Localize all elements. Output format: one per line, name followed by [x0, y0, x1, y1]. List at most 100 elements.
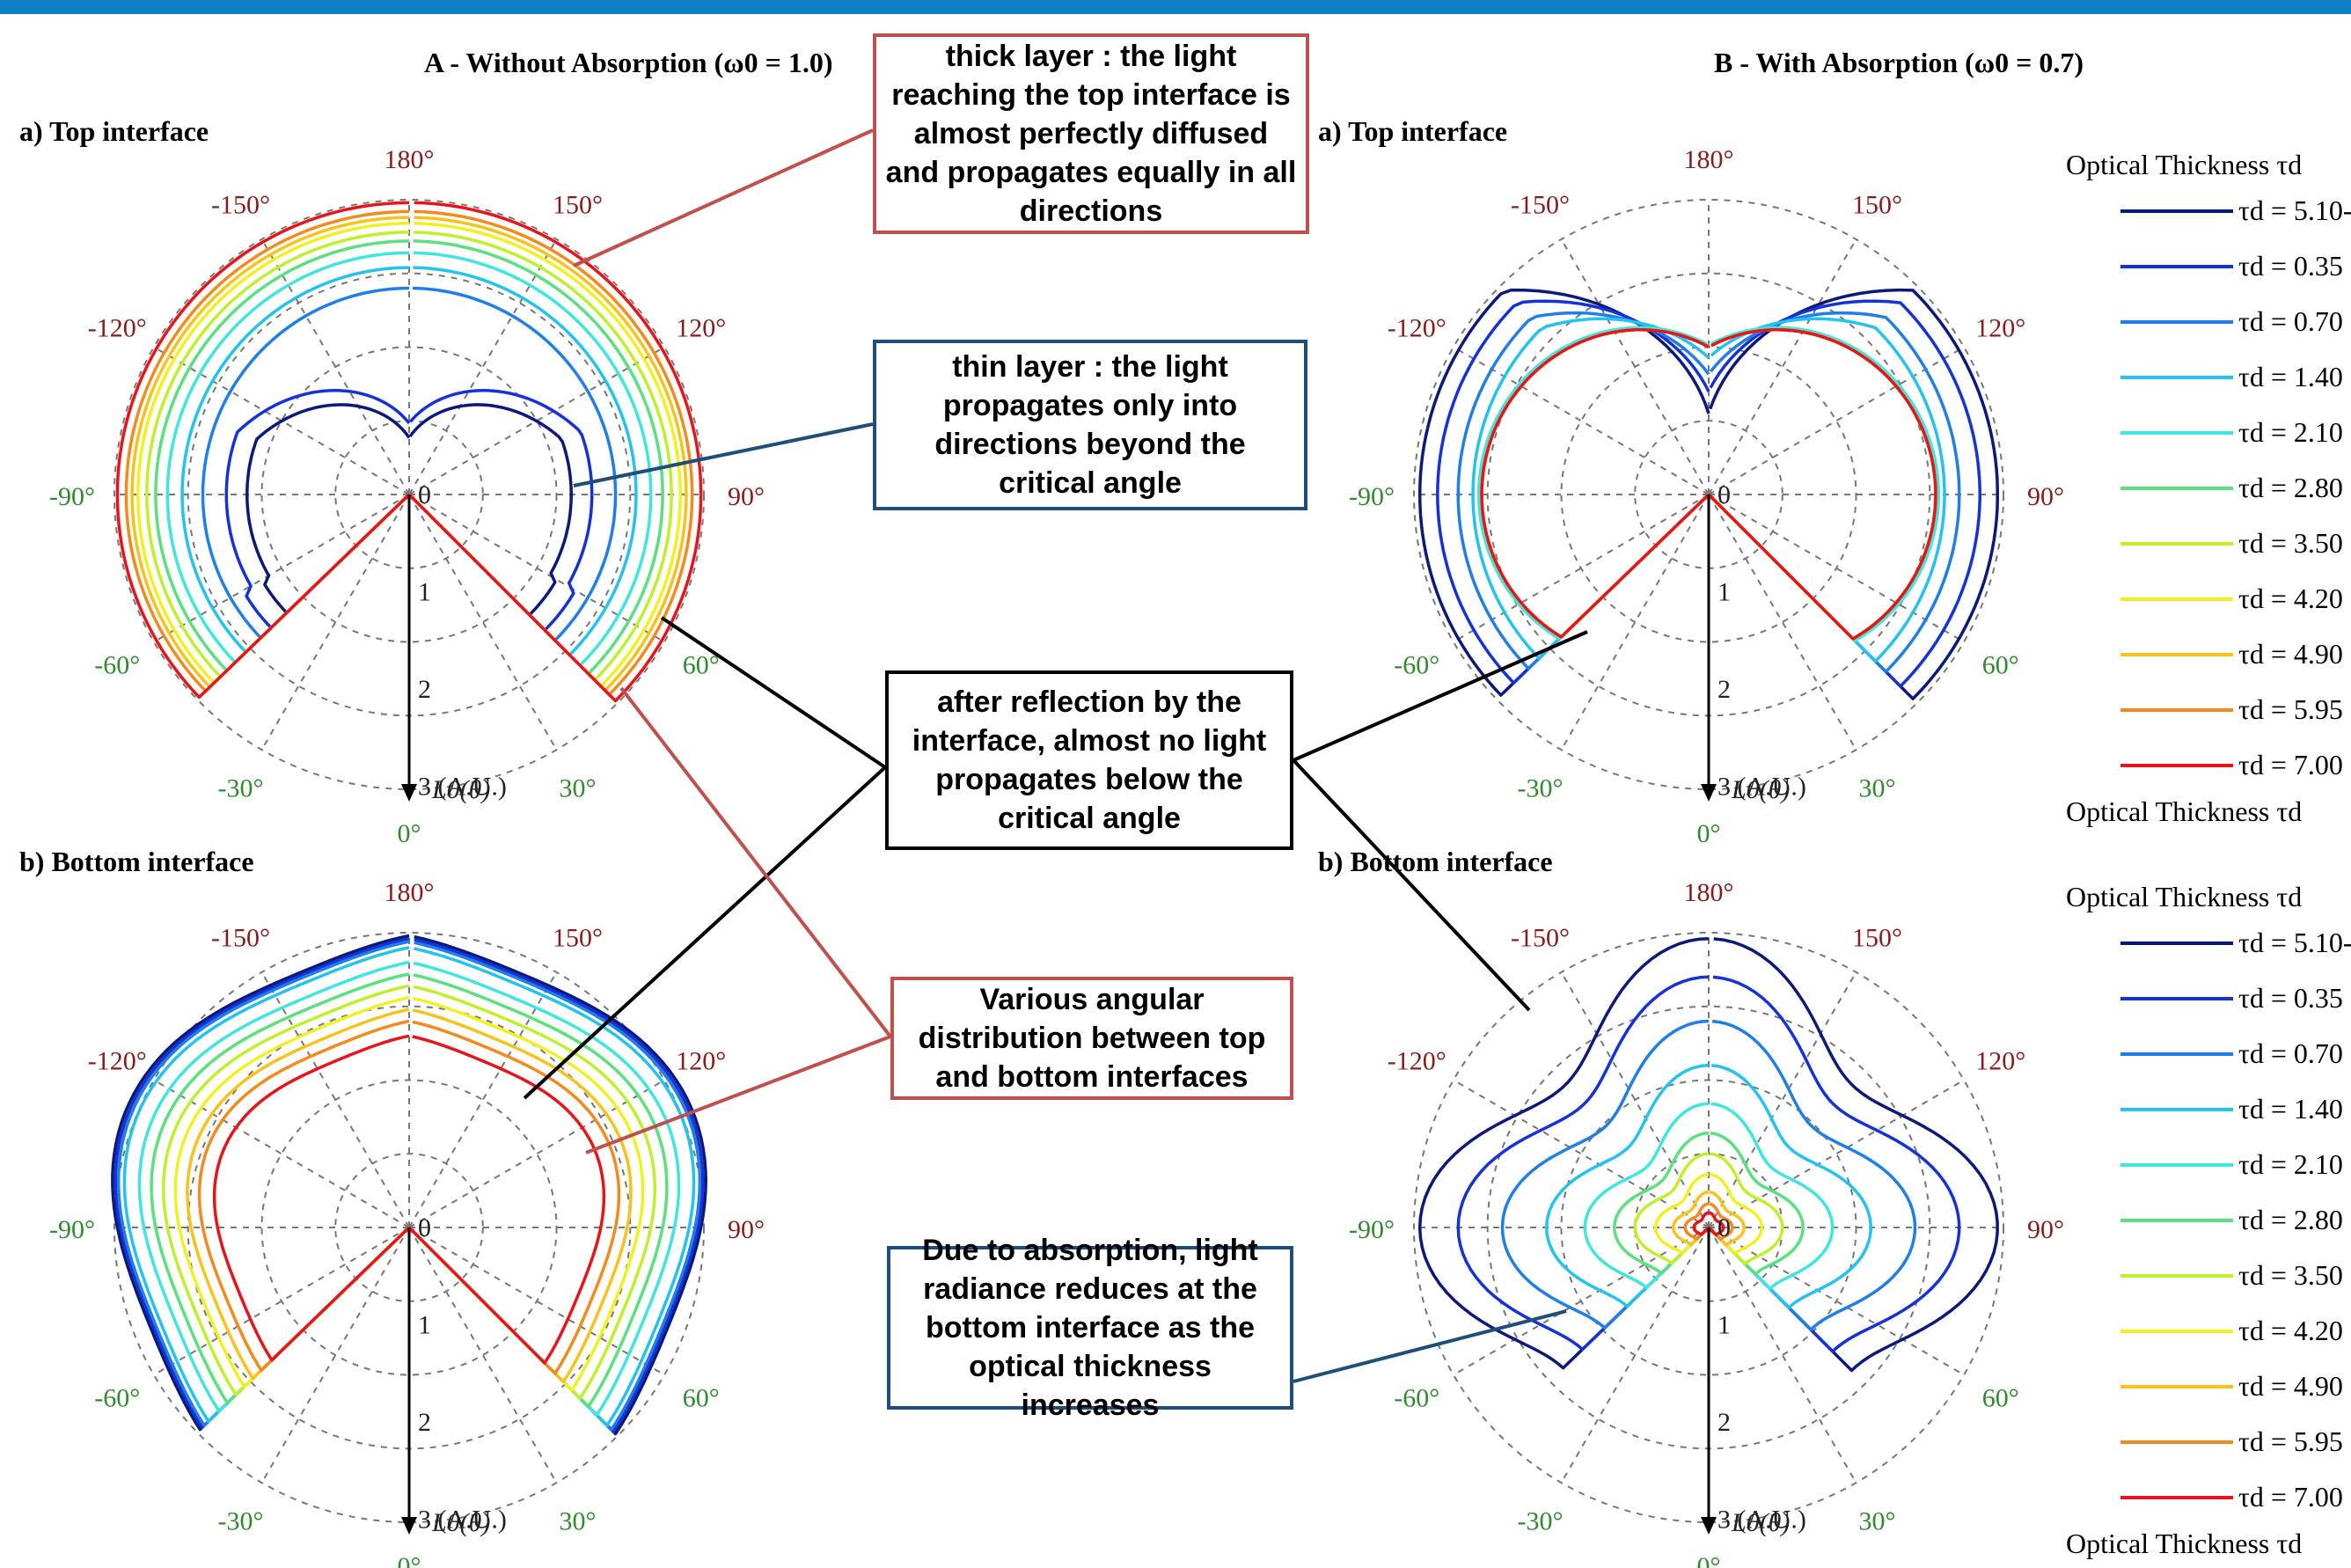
angle-label: 120°: [1975, 314, 2025, 343]
legend-entry: τd = 0.70: [2238, 1037, 2343, 1069]
radial-tick-label: 2: [418, 675, 431, 704]
leader-line: [573, 128, 874, 267]
radial-tick-label: 0: [418, 480, 431, 509]
legend-entry: τd = 5.95: [2238, 693, 2343, 725]
callout-thick-layer: thick layer : the light reaching the top…: [873, 33, 1309, 234]
polar-ring: [114, 199, 705, 790]
radiance-curve-3: [122, 946, 696, 1427]
angle-label: -90°: [49, 482, 95, 511]
polar-spoke: [1708, 971, 1857, 1228]
radiance-curve-1: [224, 389, 594, 632]
callout-thin-layer: thin layer : the light propagates only i…: [873, 340, 1307, 510]
leader-line: [1292, 758, 1531, 1012]
radiance-curve-9: [1683, 1202, 1734, 1242]
angle-label: -60°: [94, 1384, 140, 1413]
radiance-curve-8: [186, 1007, 633, 1384]
radiance-curve-6: [1633, 1152, 1784, 1266]
radiance-curve-8: [1672, 1191, 1746, 1247]
angle-label: 180°: [1684, 878, 1734, 907]
legend-entry: τd = 3.50: [2238, 1259, 2343, 1291]
angle-label: -30°: [1518, 1507, 1564, 1536]
radiance-curve-8: [130, 216, 688, 692]
legend-entry: τd = 3.50: [2238, 527, 2343, 559]
polar-bottom-without-absorption: 180° 150° 120° 90° -90° -120° -150° 60° 30° 0° -30…: [49, 878, 765, 1568]
angle-label: -90°: [1349, 482, 1395, 511]
legend-title: Optical Thickness τd: [2066, 149, 2302, 180]
legend-entry: τd = 7.00: [2238, 1481, 2343, 1513]
radiance-curve-7: [1653, 1172, 1764, 1256]
angle-label: 180°: [385, 145, 435, 174]
angle-label: -120°: [1388, 1047, 1446, 1076]
angle-label: 90°: [2027, 1215, 2064, 1244]
legend-entry: τd = 0.35: [2238, 250, 2343, 282]
polar-top-without-absorption: 180° 150° 120° 90° -90° -120° -150° 60° 30° 0° -30…: [49, 145, 765, 848]
radial-tick-label: 1: [418, 1311, 431, 1340]
radiance-curve-1: [1456, 975, 1961, 1353]
radial-tick-label: 1: [1717, 578, 1731, 607]
polar-ring: [1560, 1079, 1857, 1376]
angle-label: 180°: [385, 878, 435, 907]
radiance-curve-5: [150, 972, 669, 1409]
top-interface-label: a) Top interface: [1318, 115, 1507, 147]
radiance-curve-0: [1417, 936, 1999, 1373]
legend-title: Optical Thickness τd: [2066, 881, 2302, 912]
radiance-curve-4: [137, 960, 681, 1417]
legend-entry: τd = 5.10-4: [2238, 194, 2351, 226]
angle-label: 0°: [398, 1552, 421, 1568]
radiance-curve-10: [115, 201, 703, 703]
angle-label: 120°: [676, 314, 726, 343]
angle-label: 60°: [683, 651, 720, 680]
radiance-curve-6: [145, 231, 673, 682]
polar-ring: [1413, 932, 2004, 1523]
angle-label: 30°: [1859, 1507, 1896, 1536]
legend-title: Optical Thickness τd: [2066, 1528, 2302, 1559]
radial-tick-label: 2: [1717, 1408, 1731, 1437]
radiance-curve-4: [165, 251, 653, 667]
polar-ring: [1413, 199, 2004, 790]
axis-label: L0(θ): [431, 775, 490, 804]
legend-entry: τd = 1.40: [2238, 1093, 2343, 1125]
leader-line: [523, 766, 887, 1100]
angle-label: 60°: [1982, 1384, 2019, 1413]
legends: Optical Thickness τd τd = 5.10-4 τd = 0.35…: [2066, 149, 2351, 1559]
angle-label: 90°: [2027, 482, 2064, 511]
leader-line: [585, 1035, 891, 1154]
top-interface-label: a) Top interface: [19, 115, 209, 147]
polar-spoke: [408, 1227, 558, 1484]
angle-label: 150°: [553, 923, 603, 952]
radial-tick-label: 1: [418, 578, 431, 607]
axis-arrow-icon: [401, 784, 417, 802]
angle-label: 150°: [1852, 190, 1902, 219]
radiance-curve-2: [201, 286, 618, 642]
legend-entry: τd = 2.10: [2238, 1148, 2343, 1180]
angle-label: 150°: [1852, 923, 1902, 952]
angle-label: -120°: [88, 1047, 147, 1076]
radiance-curve-7: [136, 222, 682, 688]
legend-entry: τd = 5.95: [2238, 1425, 2343, 1457]
leader-line: [660, 616, 887, 769]
panel-a-title: A - Without Absorption (ω0 = 1.0): [424, 47, 833, 78]
leader-line: [1293, 630, 1588, 762]
polar-ring: [1560, 346, 1857, 643]
angle-label: 30°: [560, 774, 597, 803]
legend-entry: τd = 1.40: [2238, 361, 2343, 392]
legend-entry: τd = 2.80: [2238, 1204, 2343, 1235]
radiance-curve-5: [1613, 1132, 1805, 1276]
radial-tick-label: 3 (A.U.): [418, 1506, 507, 1535]
angle-label: -120°: [1388, 314, 1446, 343]
angle-label: -120°: [88, 314, 147, 343]
bottom-interface-label: b) Bottom interface: [19, 846, 254, 877]
leader-line: [1293, 1309, 1567, 1383]
radial-tick-label: 3 (A.U.): [1717, 1506, 1806, 1535]
angle-label: 180°: [1684, 145, 1734, 174]
angle-label: -30°: [218, 774, 264, 803]
radial-tick-label: 3 (A.U.): [1717, 773, 1806, 802]
axis-label: L0(θ): [1731, 1508, 1790, 1537]
legend-entry: τd = 5.10-4: [2238, 927, 2351, 958]
angle-label: 150°: [553, 190, 603, 219]
radiance-curve-10: [212, 1034, 606, 1365]
panel-b-title: B - With Absorption (ω0 = 0.7): [1714, 47, 2084, 78]
polar-top-with-absorption: 180° 150° 120° 90° -90° -120° -150° 60° 30° 0° -30…: [1349, 145, 2064, 848]
legend-entry: τd = 0.70: [2238, 305, 2343, 337]
